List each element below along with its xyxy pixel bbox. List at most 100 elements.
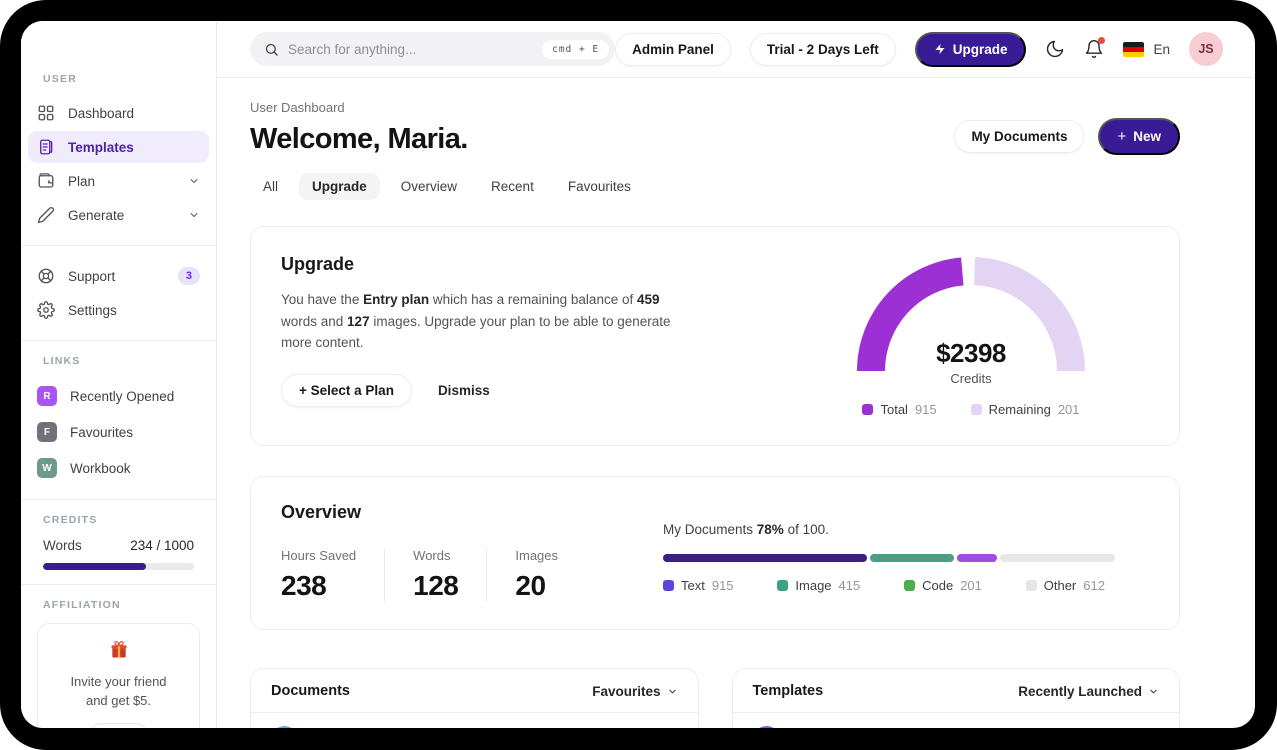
tab-upgrade[interactable]: Upgrade	[299, 173, 380, 200]
documents-card-title: Documents	[271, 683, 350, 699]
gauge-legend: Total 915 Remaining 201	[821, 402, 1121, 417]
sidebar-item-generate[interactable]: Generate	[28, 199, 209, 231]
sidebar-item-label: Dashboard	[68, 105, 135, 121]
legend-item-other: Other 612	[1025, 578, 1105, 593]
legend-swatch	[1025, 580, 1037, 591]
search-icon	[265, 43, 278, 56]
bell-icon	[1086, 40, 1103, 59]
gauge-total-arc	[857, 257, 964, 372]
legend-item-total: Total 915	[862, 402, 937, 417]
search-bar[interactable]: cmd + E	[250, 32, 616, 66]
credits-progress-track	[43, 563, 194, 570]
upgrade-button[interactable]: Upgrade	[914, 31, 1027, 67]
sidebar-item-label: Generate	[68, 207, 125, 223]
select-plan-button[interactable]: + Select a Plan	[281, 373, 412, 407]
stat-words: Words 128	[413, 548, 488, 602]
affiliation-text: Invite your friend and get $5.	[70, 674, 167, 708]
sidebar-link-workbook[interactable]: W Workbook	[28, 451, 209, 485]
filter-tabs: All Upgrade Overview Recent Favourites	[250, 173, 1180, 200]
gear-icon	[37, 301, 55, 319]
upgrade-card-title: Upgrade	[281, 254, 355, 274]
tab-recent[interactable]: Recent	[491, 179, 534, 194]
template-list-item[interactable]: Blog Post Title in Workbook	[733, 713, 1180, 728]
search-input[interactable]	[288, 41, 534, 57]
sidebar-divider	[21, 340, 216, 341]
tab-all[interactable]: All	[263, 179, 279, 194]
semicircle-donut-chart	[857, 257, 1085, 372]
german-flag-icon[interactable]	[1123, 41, 1145, 57]
invite-button[interactable]: Invite	[90, 722, 147, 728]
link-initial-badge: F	[37, 422, 57, 442]
document-list-item[interactable]: Untitled Document in Workbook	[251, 713, 698, 728]
templates-card-title: Templates	[752, 683, 824, 699]
trial-status-button[interactable]: Trial - 2 Days Left	[749, 32, 896, 66]
sidebar-link-label: Favourites	[70, 424, 134, 440]
overview-stats: Hours Saved 238 Words 128 Images 20	[281, 548, 614, 602]
sidebar-item-label: Templates	[68, 139, 134, 155]
sidebar-link-recently-opened[interactable]: R Recently Opened	[28, 379, 209, 413]
sidebar-link-favourites[interactable]: F Favourites	[28, 415, 209, 449]
lightning-icon	[935, 44, 945, 54]
dark-mode-toggle[interactable]	[1045, 39, 1065, 59]
legend-swatch	[663, 580, 674, 591]
sidebar-divider	[21, 584, 216, 585]
sidebar-section-credits: CREDITS	[43, 514, 98, 526]
bar-segment	[956, 554, 997, 562]
sidebar-item-label: Settings	[68, 302, 117, 318]
bar-segment	[869, 554, 954, 562]
sidebar-section-user: USER	[43, 73, 77, 85]
legend-item-code: Code 201	[904, 578, 982, 593]
documents-card: Documents Favourites Untitled Document i…	[250, 668, 699, 728]
tab-overview[interactable]: Overview	[400, 179, 458, 194]
user-avatar[interactable]: JS	[1189, 32, 1223, 66]
upgrade-card-body: You have the Entry plan which has a rema…	[281, 292, 671, 351]
bar-segment	[663, 554, 867, 562]
my-documents-button[interactable]: My Documents	[954, 120, 1085, 153]
sidebar-item-settings[interactable]: Settings	[28, 294, 209, 326]
admin-panel-button[interactable]: Admin Panel	[615, 32, 731, 66]
chevron-down-icon	[190, 179, 198, 183]
tab-favourites[interactable]: Favourites	[567, 179, 631, 194]
credits-usage: Words 234 / 1000	[21, 538, 216, 553]
legend-swatch	[777, 580, 789, 591]
link-initial-badge: W	[37, 458, 57, 478]
templates-filter-dropdown[interactable]: Recently Launched	[1018, 684, 1159, 699]
moon-icon	[1047, 40, 1064, 58]
dismiss-button[interactable]: Dismiss	[437, 382, 490, 398]
sidebar-link-label: Workbook	[70, 460, 131, 476]
credits-gauge: $2398 Credits Total 915 Remaining 201	[821, 256, 1121, 417]
documents-progress: My Documents 78% of 100. Text 915 Image …	[663, 522, 1115, 602]
main-content: User Dashboard Welcome, Maria. My Docume…	[217, 78, 1255, 728]
support-count-badge: 3	[177, 267, 200, 285]
bar-segment	[999, 554, 1115, 562]
chevron-down-icon	[190, 213, 198, 217]
sidebar-item-templates[interactable]: Templates	[28, 131, 209, 163]
language-label[interactable]: En	[1153, 41, 1170, 57]
breadcrumb: User Dashboard	[250, 100, 345, 115]
credits-progress-fill	[43, 563, 146, 570]
sidebar-item-dashboard[interactable]: Dashboard	[28, 97, 209, 129]
documents-filter-dropdown[interactable]: Favourites	[592, 684, 677, 699]
sidebar-item-plan[interactable]: Plan	[28, 165, 209, 197]
bar-legend: Text 915 Image 415 Code 201	[663, 578, 1115, 593]
notification-dot	[1098, 37, 1106, 44]
legend-item-remaining: Remaining 201	[970, 402, 1080, 417]
pencil-icon	[37, 207, 54, 224]
gauge-remaining-arc	[973, 257, 1085, 372]
stacked-progress-bar	[663, 554, 1115, 562]
legend-swatch	[862, 404, 874, 415]
new-button[interactable]: + New	[1098, 118, 1180, 155]
legend-item-image: Image 415	[777, 578, 860, 593]
credits-value: 234 / 1000	[130, 538, 194, 553]
link-initial-badge: R	[37, 386, 57, 406]
page-title: Welcome, Maria.	[250, 123, 468, 155]
lifebuoy-icon	[38, 268, 54, 284]
affiliation-card: Invite your friend and get $5. Invite	[37, 623, 200, 728]
sidebar-section-affiliation: AFFILIATION	[43, 599, 121, 611]
sidebar-item-support[interactable]: Support 3	[28, 260, 209, 292]
notifications-button[interactable]	[1084, 37, 1106, 59]
sidebar-section-links: LINKS	[43, 355, 81, 367]
sidebar-link-label: Recently Opened	[70, 388, 175, 404]
credits-type-label: Words	[43, 538, 82, 553]
